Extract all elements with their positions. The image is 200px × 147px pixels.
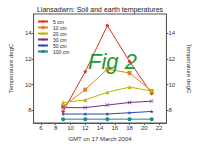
svg-text:Temperature degC: Temperature degC bbox=[8, 43, 14, 93]
svg-text:30 cm: 30 cm bbox=[53, 36, 67, 43]
svg-text:18: 18 bbox=[126, 125, 133, 131]
svg-text:8: 8 bbox=[28, 107, 32, 113]
svg-text:14: 14 bbox=[25, 30, 32, 36]
svg-text:12: 12 bbox=[25, 56, 32, 62]
svg-text:10: 10 bbox=[25, 82, 32, 88]
svg-text:Fig 2: Fig 2 bbox=[88, 49, 137, 74]
svg-text:Llansadwrn: Soil and earth tem: Llansadwrn: Soil and earth temperatures bbox=[37, 6, 164, 14]
svg-text:16: 16 bbox=[111, 125, 118, 131]
svg-text:12: 12 bbox=[168, 56, 175, 62]
svg-text:12: 12 bbox=[82, 125, 89, 131]
svg-text:8: 8 bbox=[168, 107, 172, 113]
svg-text:14: 14 bbox=[168, 30, 175, 36]
svg-text:Temperature degC: Temperature degC bbox=[186, 44, 192, 94]
svg-text:14: 14 bbox=[97, 125, 104, 131]
svg-text:6: 6 bbox=[39, 125, 43, 131]
svg-text:10: 10 bbox=[67, 125, 74, 131]
svg-text:10: 10 bbox=[168, 82, 175, 88]
svg-text:100 cm: 100 cm bbox=[53, 49, 69, 55]
svg-text:GMT on 17 March 2004: GMT on 17 March 2004 bbox=[68, 136, 132, 142]
svg-text:8: 8 bbox=[54, 125, 58, 131]
svg-text:5 cm: 5 cm bbox=[53, 18, 64, 25]
svg-text:10 cm: 10 cm bbox=[53, 24, 67, 31]
svg-text:20 cm: 20 cm bbox=[53, 30, 67, 37]
svg-text:50 cm: 50 cm bbox=[53, 42, 67, 49]
svg-text:20: 20 bbox=[141, 125, 148, 131]
svg-text:22: 22 bbox=[156, 125, 163, 131]
